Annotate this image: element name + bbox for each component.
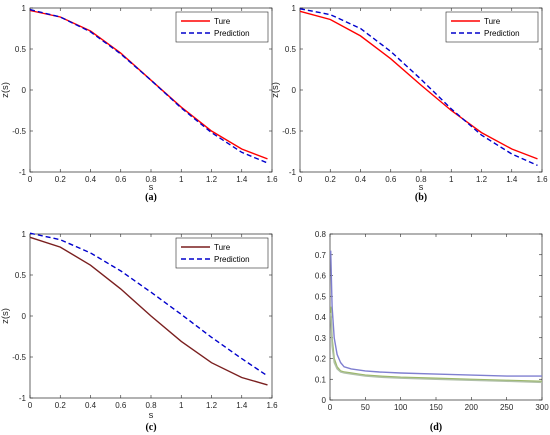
panel-b-caption: (b) <box>415 192 427 203</box>
panel-a-legend-label: Prediction <box>214 29 250 38</box>
panel-a-ytick-label: 1 <box>22 4 27 13</box>
panel-d-xtick-label: 100 <box>394 403 408 412</box>
panel-c-ytick-label: 0.5 <box>15 271 27 280</box>
panel-a-ytick-label: -1 <box>19 168 27 177</box>
panel-d-series-line-1 <box>330 306 543 382</box>
panel-b-xtick-label: 0.4 <box>355 175 367 184</box>
panel-a-xtick-label: 0.6 <box>115 175 127 184</box>
panel-a-xtick-label: 1 <box>179 175 184 184</box>
panel-b-series-line-ture <box>299 10 538 160</box>
panel-c-xtick-label: 1.2 <box>206 401 218 410</box>
panel-b-xtick-label: 0.8 <box>415 175 427 184</box>
panel-a-xtick-label: 0.2 <box>55 175 67 184</box>
panel-a-ytick-label: 0 <box>22 86 27 95</box>
panel-c-xtick-label: 1.4 <box>236 401 248 410</box>
panel-c-legend-label: Prediction <box>214 255 250 264</box>
panel-b-ytick-label: 0 <box>292 86 297 95</box>
panel-b-x-axis-label: s <box>419 182 424 193</box>
panel-c-x-axis-label: s <box>149 410 154 421</box>
panel-a-xtick-label: 1.4 <box>236 175 248 184</box>
panel-d-ytick-label: 0.8 <box>315 230 327 239</box>
panel-a-legend-label: Ture <box>214 17 231 26</box>
panel-c-y-axis-label: z(s) <box>0 308 11 324</box>
panel-a-caption: (a) <box>145 192 157 203</box>
panel-d-xtick-label: 300 <box>535 403 549 412</box>
panel-a-y-axis-label: z(s) <box>0 82 11 98</box>
panel-c-ytick-label: 0 <box>22 312 27 321</box>
panel-a-xtick-label: 0 <box>28 175 33 184</box>
panel-b-xtick-label: 0.2 <box>325 175 337 184</box>
panel-b-ytick-label: 0.5 <box>285 45 297 54</box>
panel-b-ytick-label: -0.5 <box>282 127 296 136</box>
panel-c-legend-label: Ture <box>214 243 231 252</box>
panel-b-ytick-label: -1 <box>289 168 297 177</box>
panel-c-ytick-label: -0.5 <box>12 353 26 362</box>
panel-a-xtick-label: 1.6 <box>266 175 278 184</box>
panel-b-xtick-label: 0.6 <box>385 175 397 184</box>
panel-c-xtick-label: 0.6 <box>115 401 127 410</box>
panel-c-caption: (c) <box>145 422 156 433</box>
panel-b-y-axis-label: z(s) <box>270 82 281 98</box>
panel-d-ytick-label: 0.1 <box>315 375 327 384</box>
panel-a-x-axis-label: s <box>149 182 154 193</box>
panel-d-xtick-label: 0 <box>328 403 333 412</box>
panel-b-xtick-label: 1.2 <box>476 175 488 184</box>
panel-d-series-line-0 <box>330 250 542 377</box>
panel-d-ytick-label: 0.5 <box>315 292 327 301</box>
panel-d-ytick-label: 0.6 <box>315 272 327 281</box>
panel-a-xtick-label: 1.2 <box>206 175 218 184</box>
panel-b-legend-label: Ture <box>484 17 501 26</box>
panel-a-ytick-label: -0.5 <box>12 127 26 136</box>
panel-a-series-line-prediction <box>29 8 268 164</box>
panel-d-ytick-label: 0.3 <box>315 334 327 343</box>
panel-c-legend-box <box>175 237 269 269</box>
panel-d-xtick-label: 250 <box>500 403 514 412</box>
panel-d-caption: (d) <box>430 422 442 433</box>
panel-c-series-line-ture <box>29 236 268 386</box>
panel-b-xtick-label: 1.4 <box>506 175 518 184</box>
panel-a-ytick-label: 0.5 <box>15 45 27 54</box>
panel-d-ytick-label: 0.4 <box>315 313 327 322</box>
panel-d-ytick-label: 0 <box>322 396 327 405</box>
panel-b-xtick-label: 1.6 <box>536 175 548 184</box>
panel-d-ytick-label: 0.7 <box>315 251 327 260</box>
panel-c-xtick-label: 0.4 <box>85 401 97 410</box>
panel-a-xtick-label: 0.8 <box>145 175 157 184</box>
panel-a-xtick-label: 0.4 <box>85 175 97 184</box>
panel-d-ytick-label: 0.2 <box>315 355 327 364</box>
panel-d-xtick-label: 50 <box>361 403 370 412</box>
panel-b-series-line-prediction <box>299 8 538 167</box>
panel-c-series-line-prediction <box>29 232 268 377</box>
panel-b-xtick-label: 1 <box>449 175 454 184</box>
panel-b-legend-label: Prediction <box>484 29 520 38</box>
panel-c-ytick-label: 1 <box>22 230 27 239</box>
panel-b-legend-box <box>445 11 539 43</box>
panel-c-xtick-label: 0 <box>28 401 33 410</box>
panel-b-xtick-label: 0 <box>298 175 303 184</box>
panel-c-ytick-label: -1 <box>19 394 27 403</box>
panel-c-xtick-label: 1.6 <box>266 401 278 410</box>
panel-a-legend-box <box>175 11 269 43</box>
panel-d-series-line-2 <box>330 312 543 384</box>
panel-c-xtick-label: 0.8 <box>145 401 157 410</box>
panel-b-ytick-label: 1 <box>292 4 297 13</box>
panel-d-xtick-label: 150 <box>429 403 443 412</box>
panel-d-xtick-label: 200 <box>465 403 479 412</box>
panel-c-xtick-label: 0.2 <box>55 401 67 410</box>
panel-c-xtick-label: 1 <box>179 401 184 410</box>
